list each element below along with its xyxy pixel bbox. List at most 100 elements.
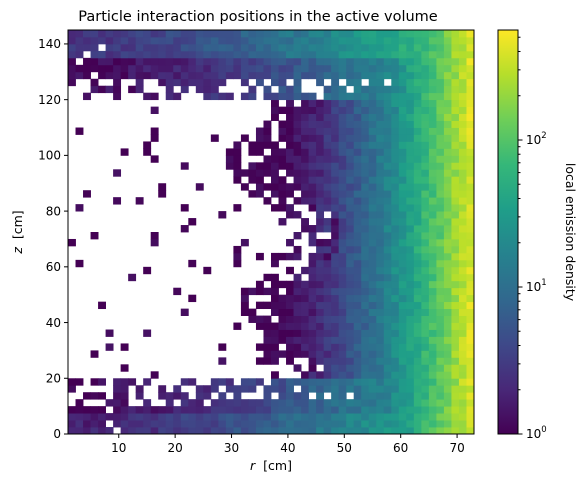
heatmap-cell (346, 329, 355, 337)
heatmap-cell (443, 155, 452, 163)
heatmap-cell (376, 357, 385, 365)
heatmap-cell (428, 64, 437, 73)
heatmap-cell (338, 169, 347, 177)
heatmap-cell (443, 273, 452, 282)
heatmap-cell (413, 127, 422, 135)
heatmap-cell (293, 57, 302, 66)
heatmap-cell (458, 155, 467, 163)
heatmap-cell (323, 43, 332, 52)
heatmap-cell (451, 57, 460, 66)
heatmap-cell (391, 50, 400, 59)
heatmap-cell (398, 385, 407, 393)
heatmap-cell (218, 71, 227, 80)
heatmap-cell (383, 427, 392, 435)
heatmap-cell (421, 183, 430, 191)
heatmap-cell (346, 252, 355, 261)
heatmap-cell (376, 252, 385, 261)
heatmap-cell (113, 399, 122, 407)
heatmap-cell (368, 57, 377, 66)
heatmap-cell (301, 113, 309, 121)
heatmap-cell (338, 197, 347, 205)
heatmap-cell (301, 64, 309, 73)
heatmap-cell (316, 155, 325, 163)
heatmap-cell (466, 85, 475, 94)
heatmap-cell (240, 413, 249, 421)
heatmap-cell (413, 169, 422, 177)
heatmap-cell (346, 266, 355, 275)
heatmap-cell (338, 120, 347, 128)
heatmap-cell (466, 190, 475, 198)
heatmap-cell (158, 406, 167, 414)
heatmap-cell (240, 92, 249, 101)
heatmap-cell (278, 350, 287, 358)
heatmap-cell (346, 30, 355, 38)
heatmap-cell (428, 218, 437, 226)
heatmap-cell (338, 218, 347, 226)
heatmap-cell (413, 120, 422, 128)
heatmap-cell (421, 36, 430, 45)
heatmap-cell (443, 57, 452, 66)
heatmap-cell (428, 329, 437, 337)
heatmap-cell (428, 238, 437, 247)
heatmap-cell (233, 169, 242, 177)
heatmap-cell (391, 190, 400, 198)
heatmap-cell (240, 71, 249, 80)
heatmap-cell (443, 413, 452, 421)
heatmap-cell (458, 238, 467, 247)
heatmap-cell (428, 225, 437, 233)
heatmap-cell (346, 36, 355, 45)
heatmap-cell (316, 385, 325, 393)
heatmap-cell (278, 127, 287, 135)
heatmap-cell (210, 413, 219, 421)
heatmap-cell (436, 225, 445, 233)
heatmap-cell (218, 211, 227, 219)
heatmap-cell (165, 36, 174, 45)
heatmap-cell (338, 308, 347, 316)
heatmap-cell (346, 113, 355, 121)
heatmap-cell (75, 420, 84, 428)
heatmap-cell (443, 71, 452, 80)
heatmap-cell (398, 413, 407, 421)
heatmap-cell (353, 266, 362, 275)
heatmap-cell (180, 420, 189, 428)
heatmap-cell (451, 322, 460, 330)
heatmap-cell (203, 57, 212, 66)
heatmap-cell (286, 301, 294, 310)
heatmap-cell (293, 315, 302, 323)
heatmap-cell (308, 120, 317, 128)
heatmap-cell (376, 308, 385, 316)
heatmap-cell (361, 204, 370, 212)
heatmap-cell (248, 141, 257, 149)
heatmap-cell (316, 392, 325, 400)
heatmap-cell (316, 197, 325, 205)
heatmap-cell (406, 238, 415, 247)
heatmap-cell (428, 85, 437, 94)
heatmap-cell (361, 85, 370, 94)
heatmap-cell (436, 169, 445, 177)
heatmap-cell (68, 78, 76, 87)
heatmap-cell (248, 378, 257, 386)
heatmap-cell (361, 232, 370, 240)
y-tick-label: 120 (38, 93, 61, 107)
heatmap-cell (428, 427, 437, 435)
heatmap-cell (83, 64, 91, 73)
heatmap-cell (413, 329, 422, 337)
heatmap-cell (413, 301, 422, 310)
heatmap-cell (240, 43, 249, 52)
heatmap-cell (428, 155, 437, 163)
heatmap-cell (436, 357, 445, 365)
heatmap-cell (293, 30, 302, 38)
heatmap-cell (301, 190, 309, 198)
heatmap-cell (158, 64, 167, 73)
heatmap-cell (406, 315, 415, 323)
heatmap-cell (368, 43, 377, 52)
heatmap-cell (316, 36, 325, 45)
heatmap-cell (113, 378, 122, 386)
heatmap-cell (398, 106, 407, 114)
heatmap-cell (353, 225, 362, 233)
heatmap-cell (421, 364, 430, 372)
heatmap-cell (368, 308, 377, 316)
heatmap-cell (391, 301, 400, 310)
heatmap-cell (421, 92, 430, 101)
heatmap-cell (316, 218, 325, 226)
